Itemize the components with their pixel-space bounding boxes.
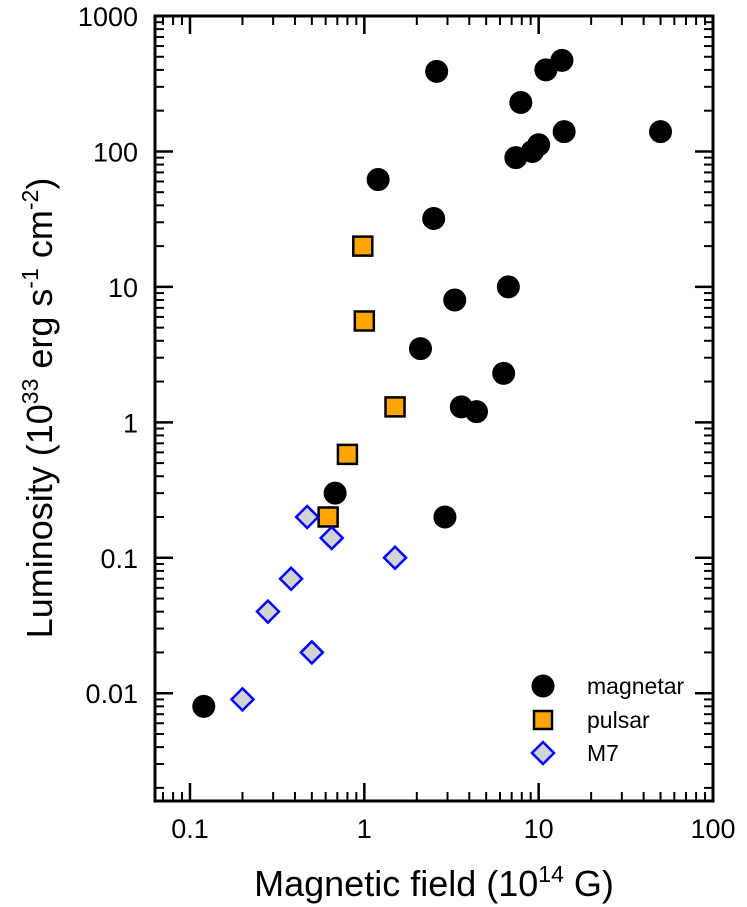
x-tick-label: 0.1	[171, 814, 209, 844]
m7-point	[382, 544, 408, 571]
x-axis-title: Magnetic field (1014 G)	[254, 861, 614, 904]
x-tick-label: 10	[524, 814, 554, 844]
x-tick-label: 1	[357, 814, 372, 844]
magnetar-point	[408, 337, 432, 361]
y-tick-label: 1000	[78, 2, 138, 32]
legend-label-pulsar: pulsar	[587, 707, 650, 733]
m7-point	[255, 598, 281, 625]
minor-ticks	[155, 16, 713, 801]
magnetar-point	[425, 59, 449, 83]
magnetar-point	[366, 168, 390, 192]
m7-point	[229, 686, 256, 713]
data-points	[192, 48, 673, 718]
legend: magnetar pulsar M7	[530, 673, 685, 766]
magnetar-point	[552, 120, 576, 144]
legend-marker-pulsar	[532, 709, 554, 731]
pulsar-point	[352, 235, 374, 257]
y-tick-label: 1	[123, 408, 138, 438]
magnetar-point	[509, 90, 533, 114]
y-tick-label: 0.01	[85, 679, 138, 709]
pulsar-point	[384, 396, 406, 418]
m7-point	[294, 504, 320, 530]
pulsar-point	[353, 310, 376, 332]
m7-point	[278, 565, 304, 592]
legend-label-magnetar: magnetar	[587, 673, 685, 699]
magnetar-point	[527, 133, 551, 157]
magnetar-point	[422, 206, 446, 230]
pulsar-point	[336, 443, 359, 466]
legend-marker-magnetar	[531, 674, 555, 698]
x-tick-label: 100	[690, 814, 735, 844]
legend-marker-m7	[530, 740, 556, 766]
y-tick-label: 10	[108, 273, 138, 303]
plot-frame	[153, 14, 715, 803]
legend-label-m7: M7	[587, 740, 619, 766]
magnetar-point	[323, 481, 347, 505]
magnetar-point	[492, 361, 516, 385]
pulsar-point	[317, 506, 339, 528]
magnetar-point	[443, 288, 467, 312]
magnetar-point	[465, 400, 489, 424]
magnetar-point	[550, 48, 574, 72]
magnetar-point	[496, 275, 520, 299]
x-tick-labels: 0.1 1 10 100	[171, 814, 735, 844]
m7-point	[299, 639, 325, 666]
m7-point	[318, 525, 345, 551]
magnetar-point	[192, 694, 216, 718]
y-tick-label: 0.1	[100, 544, 138, 574]
y-tick-label: 100	[93, 137, 138, 167]
y-tick-labels: 0.01 0.1 1 10 100 1000	[78, 2, 138, 709]
magnetar-point	[433, 505, 457, 529]
y-axis-title: Luminosity (1033 erg s-1 cm-2)	[17, 178, 60, 639]
major-ticks	[155, 14, 715, 801]
magnetar-point	[649, 120, 673, 144]
